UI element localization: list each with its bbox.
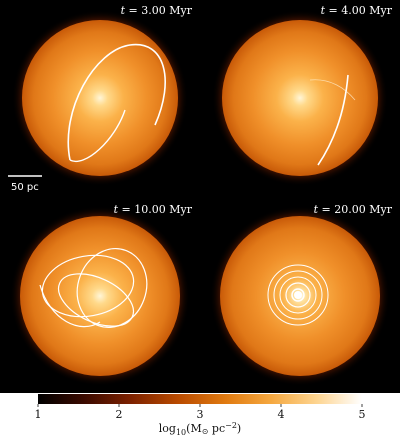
trajectory-t20 — [267, 264, 329, 326]
colorbar: 1 2 3 4 5 log10(M⊙ pc−2) — [35, 394, 366, 437]
time-label-t20: t = 20.00 Myr — [314, 203, 393, 216]
time-label-t3: t = 3.00 Myr — [121, 4, 193, 17]
panel-t3: t = 3.00 Myr — [12, 4, 193, 186]
colorbar-tick-label: 4 — [278, 408, 285, 421]
panel-t10: t = 10.00 Myr — [10, 203, 193, 386]
colorbar-tick-label: 1 — [35, 408, 42, 421]
panel-t20: t = 20.00 Myr — [210, 203, 393, 386]
colorbar-title: log10(M⊙ pc−2) — [159, 421, 241, 437]
panel-t4: t = 4.00 Myr — [212, 4, 393, 186]
trajectory-t4 — [317, 74, 349, 166]
scale-bar: 50 pc — [8, 175, 42, 193]
colorbar-tick-label: 2 — [116, 408, 123, 421]
time-label-t10: t = 10.00 Myr — [114, 203, 193, 216]
trajectory-t10 — [39, 248, 148, 328]
colorbar-ticks: 1 2 3 4 5 — [35, 404, 366, 421]
scale-bar-label: 50 pc — [11, 182, 39, 193]
colorbar-gradient — [38, 394, 362, 404]
time-label-t4: t = 4.00 Myr — [321, 4, 393, 17]
colorbar-tick-label: 3 — [197, 408, 204, 421]
trajectory-t3 — [67, 43, 166, 161]
colorbar-tick-label: 5 — [359, 408, 366, 421]
